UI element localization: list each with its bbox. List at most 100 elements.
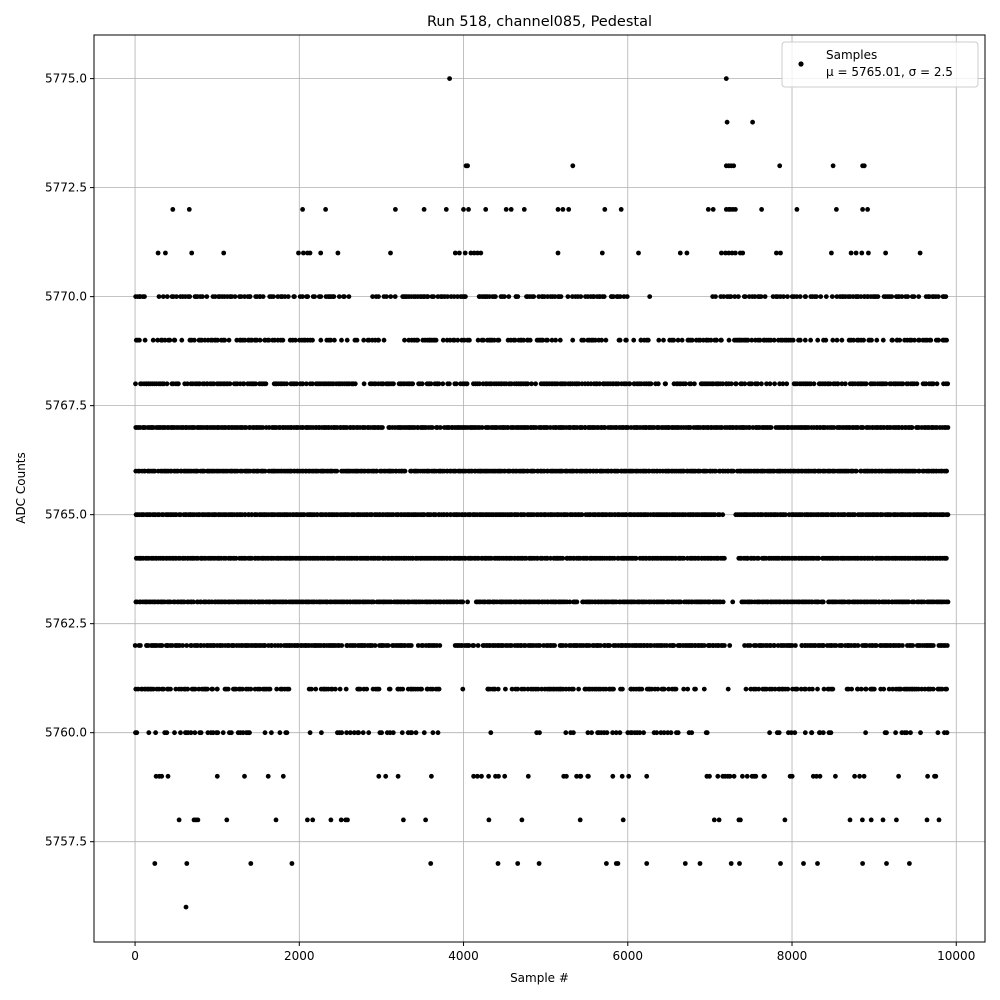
data-point	[852, 773, 857, 779]
data-point	[509, 643, 514, 648]
data-point	[464, 381, 470, 387]
data-point	[715, 773, 721, 779]
data-point	[829, 294, 835, 299]
data-point	[462, 250, 468, 256]
data-point	[730, 599, 736, 605]
data-point	[137, 337, 142, 343]
data-point	[413, 730, 419, 736]
data-point	[271, 294, 276, 299]
data-point	[890, 686, 896, 692]
data-point	[503, 207, 509, 212]
data-point	[198, 730, 204, 736]
data-point	[624, 294, 630, 299]
data-point	[285, 294, 291, 299]
data-point	[339, 643, 345, 648]
data-point	[336, 294, 342, 299]
data-point	[452, 337, 457, 343]
data-point	[785, 294, 790, 299]
data-point	[466, 643, 472, 648]
data-point	[354, 337, 360, 343]
data-point	[792, 730, 798, 736]
data-point	[617, 730, 623, 736]
data-point	[477, 381, 482, 387]
data-point	[859, 250, 865, 256]
data-point	[423, 817, 428, 823]
data-point	[153, 730, 159, 736]
data-point	[611, 686, 616, 692]
data-point	[719, 425, 725, 430]
data-point	[797, 294, 803, 299]
data-point	[453, 381, 459, 387]
plot-frame	[93, 34, 986, 943]
data-point	[905, 294, 911, 299]
data-point	[445, 294, 450, 299]
data-point	[428, 861, 434, 866]
data-point	[636, 250, 641, 256]
data-point	[624, 337, 629, 343]
data-point	[917, 250, 923, 256]
data-point	[677, 250, 683, 256]
data-point	[912, 337, 917, 343]
data-point	[376, 294, 381, 299]
data-point	[328, 817, 334, 823]
data-point	[210, 686, 216, 692]
data-point	[620, 686, 625, 692]
data-point	[151, 686, 156, 692]
data-point	[267, 686, 273, 692]
data-point	[433, 337, 439, 343]
data-point	[257, 686, 263, 692]
data-point	[815, 861, 820, 866]
data-point	[471, 250, 477, 256]
data-point	[195, 817, 201, 823]
data-point	[248, 686, 254, 692]
data-point	[242, 337, 248, 343]
data-point	[179, 337, 185, 343]
data-point	[309, 686, 314, 692]
data-point	[471, 773, 476, 779]
data-point	[461, 207, 466, 212]
data-point	[173, 686, 179, 692]
data-point	[519, 817, 525, 823]
data-point	[747, 425, 752, 430]
data-point	[478, 250, 484, 256]
data-point	[661, 730, 667, 736]
data-point	[430, 730, 436, 736]
data-point	[379, 730, 384, 736]
data-point	[603, 686, 609, 692]
data-point	[211, 381, 217, 387]
data-point	[725, 686, 731, 692]
data-point	[419, 686, 424, 692]
data-point	[808, 337, 813, 343]
data-point	[165, 773, 171, 779]
data-point	[307, 730, 313, 736]
data-point	[346, 294, 352, 299]
data-point	[162, 337, 168, 343]
data-point	[419, 381, 425, 387]
data-point	[338, 817, 344, 823]
data-point	[711, 817, 717, 823]
data-point	[334, 468, 340, 474]
data-point	[768, 425, 774, 430]
data-point	[537, 730, 542, 736]
data-point	[310, 337, 315, 343]
data-point	[692, 381, 697, 387]
data-point	[689, 730, 695, 736]
data-point	[229, 730, 234, 736]
data-point	[861, 773, 867, 779]
data-point	[310, 381, 315, 387]
data-point	[400, 686, 406, 692]
data-point	[262, 468, 268, 474]
data-point	[384, 294, 389, 299]
data-point	[618, 207, 624, 212]
data-point	[150, 337, 156, 343]
data-point	[552, 643, 557, 648]
data-point	[633, 555, 639, 561]
data-point	[408, 643, 414, 648]
data-point	[880, 337, 886, 343]
data-point	[921, 599, 927, 605]
data-point	[253, 381, 259, 387]
data-point	[794, 294, 800, 299]
data-point	[277, 730, 283, 736]
data-point	[560, 207, 566, 212]
data-point	[733, 381, 739, 387]
